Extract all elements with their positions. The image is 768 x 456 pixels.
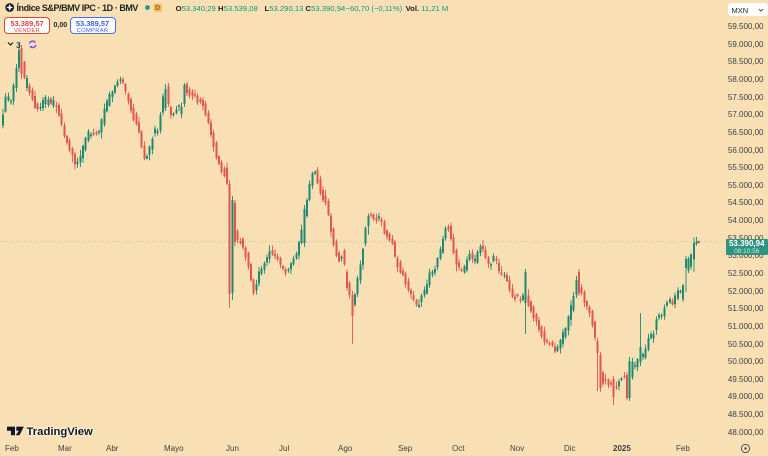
svg-text:D: D	[155, 5, 160, 12]
svg-text:TradingView: TradingView	[27, 426, 94, 438]
svg-text:3: 3	[16, 40, 21, 50]
